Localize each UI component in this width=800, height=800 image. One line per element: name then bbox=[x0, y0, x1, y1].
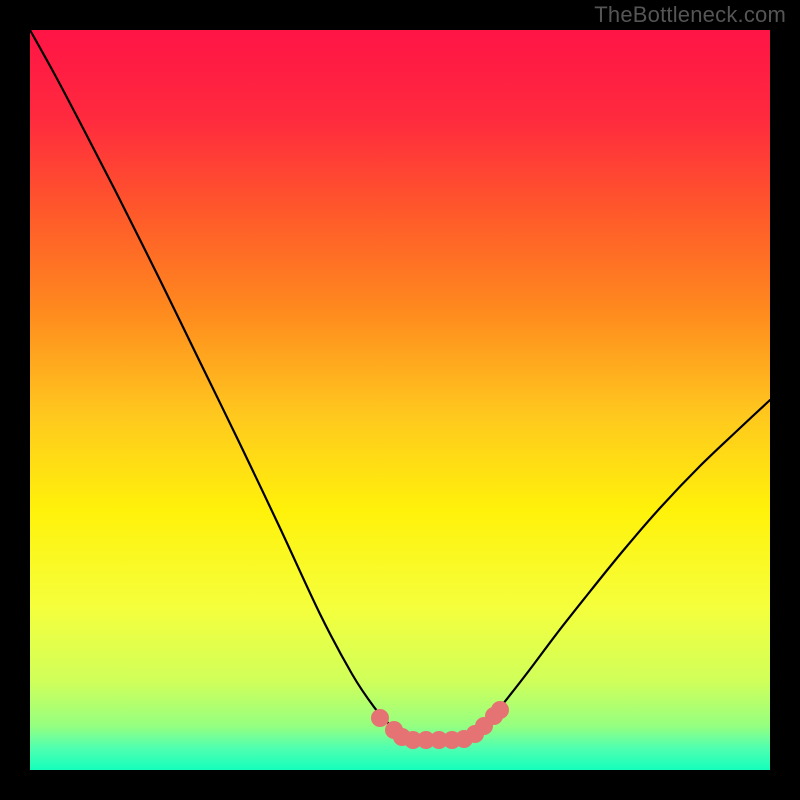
chart-container: TheBottleneck.com bbox=[0, 0, 800, 800]
watermark-text: TheBottleneck.com bbox=[594, 2, 786, 28]
plot-area-gradient-background bbox=[30, 30, 770, 770]
bead-marker bbox=[491, 701, 509, 719]
bottleneck-chart-svg bbox=[0, 0, 800, 800]
bead-marker bbox=[371, 709, 389, 727]
